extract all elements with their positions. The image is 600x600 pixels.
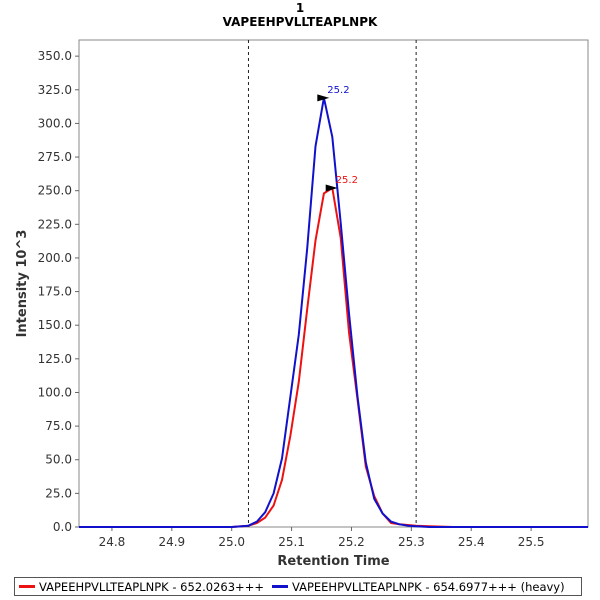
series-line-heavy [79, 96, 588, 528]
y-tick-label: 100.0 [38, 385, 72, 399]
legend-label-heavy: VAPEEHPVLLTEAPLNPK - 654.6977+++ (heavy) [291, 579, 565, 594]
x-axis-label: Retention Time [277, 554, 389, 569]
x-tick-label: 25.2 [338, 535, 365, 549]
x-tick-label: 25.3 [398, 535, 425, 549]
y-axis-label: Intensity 10^3 [15, 230, 30, 338]
peak-label-heavy: 25.2 [327, 85, 349, 96]
y-tick-label: 225.0 [38, 217, 72, 231]
x-tick-label: 25.0 [218, 535, 245, 549]
peak-label-light: 25.2 [336, 175, 358, 186]
legend-swatch-light [19, 585, 35, 588]
legend-swatch-heavy [271, 585, 288, 588]
y-tick-label: 175.0 [38, 285, 72, 299]
y-tick-label: 325.0 [38, 83, 72, 97]
y-tick-label: 200.0 [38, 251, 72, 265]
peak-marker-light [325, 184, 338, 192]
plot-area [78, 39, 589, 528]
peak-marker-heavy [317, 94, 330, 102]
y-tick-label: 75.0 [45, 419, 72, 433]
y-tick-label: 0.0 [53, 520, 72, 534]
y-tick-label: 300.0 [38, 116, 72, 130]
chart-subtitle: VAPEEHPVLLTEAPLNPK [222, 15, 378, 29]
x-tick-label: 24.8 [99, 535, 126, 549]
y-tick-label: 50.0 [45, 453, 72, 467]
y-tick-label: 125.0 [38, 352, 72, 366]
chart-title: 1 [295, 1, 305, 15]
y-tick-label: 250.0 [38, 184, 72, 198]
y-tick-label: 25.0 [45, 486, 72, 500]
y-tick-label: 275.0 [38, 150, 72, 164]
legend-item-heavy: VAPEEHPVLLTEAPLNPK - 654.6977+++ (heavy) [271, 579, 565, 594]
x-tick-label: 25.1 [278, 535, 305, 549]
legend-label-light: VAPEEHPVLLTEAPLNPK - 652.0263+++ [39, 579, 264, 594]
x-tick-label: 25.4 [458, 535, 485, 549]
legend-item-light: VAPEEHPVLLTEAPLNPK - 652.0263+++ [19, 580, 264, 594]
x-tick-label: 24.9 [158, 535, 185, 549]
y-tick-label: 150.0 [38, 318, 72, 332]
x-tick-label: 25.5 [518, 535, 545, 549]
y-tick-label: 350.0 [38, 49, 72, 63]
legend: VAPEEHPVLLTEAPLNPK - 652.0263+++ VAPEEHP… [14, 577, 582, 596]
chromatogram-chart: 0.0 25.0 50.0 75.0 100.0 125.0 150.0 175.0 200.0… [15, 39, 589, 569]
